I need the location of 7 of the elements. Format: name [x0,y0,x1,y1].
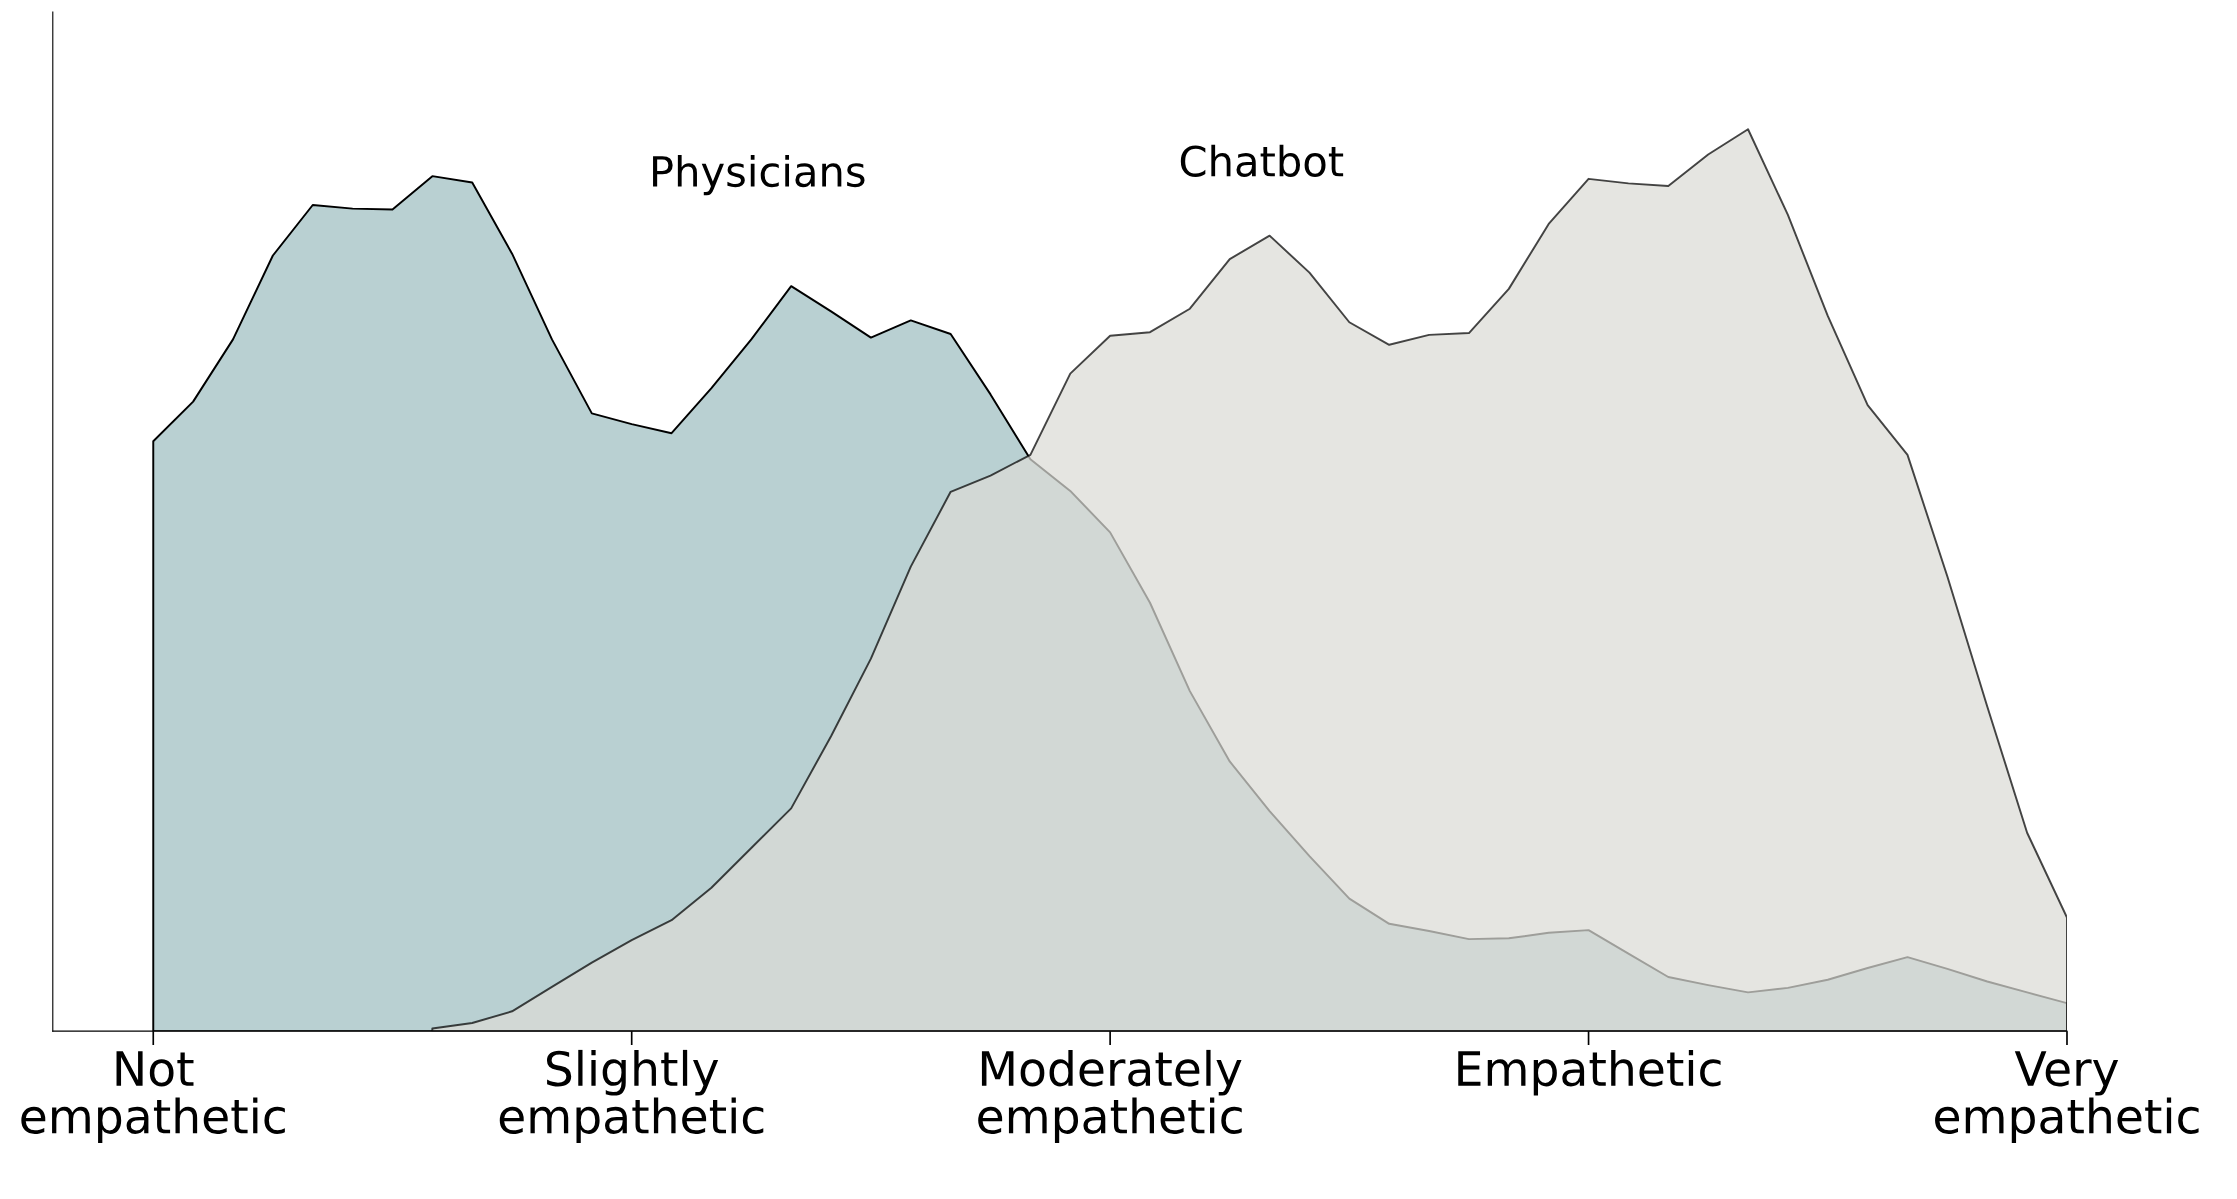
x-tick-label: Very empathetic [1935,1051,2199,1144]
x-tick-label: Not empathetic [21,1051,285,1144]
x-tick-label: Moderately empathetic [978,1049,1242,1144]
text: Physicians [653,154,865,196]
x-tick-label: Slightly empathetic [499,1049,764,1144]
x-tick-label: Empathetic [1458,1049,1721,1096]
series-label: Chatbot [1180,144,1344,177]
